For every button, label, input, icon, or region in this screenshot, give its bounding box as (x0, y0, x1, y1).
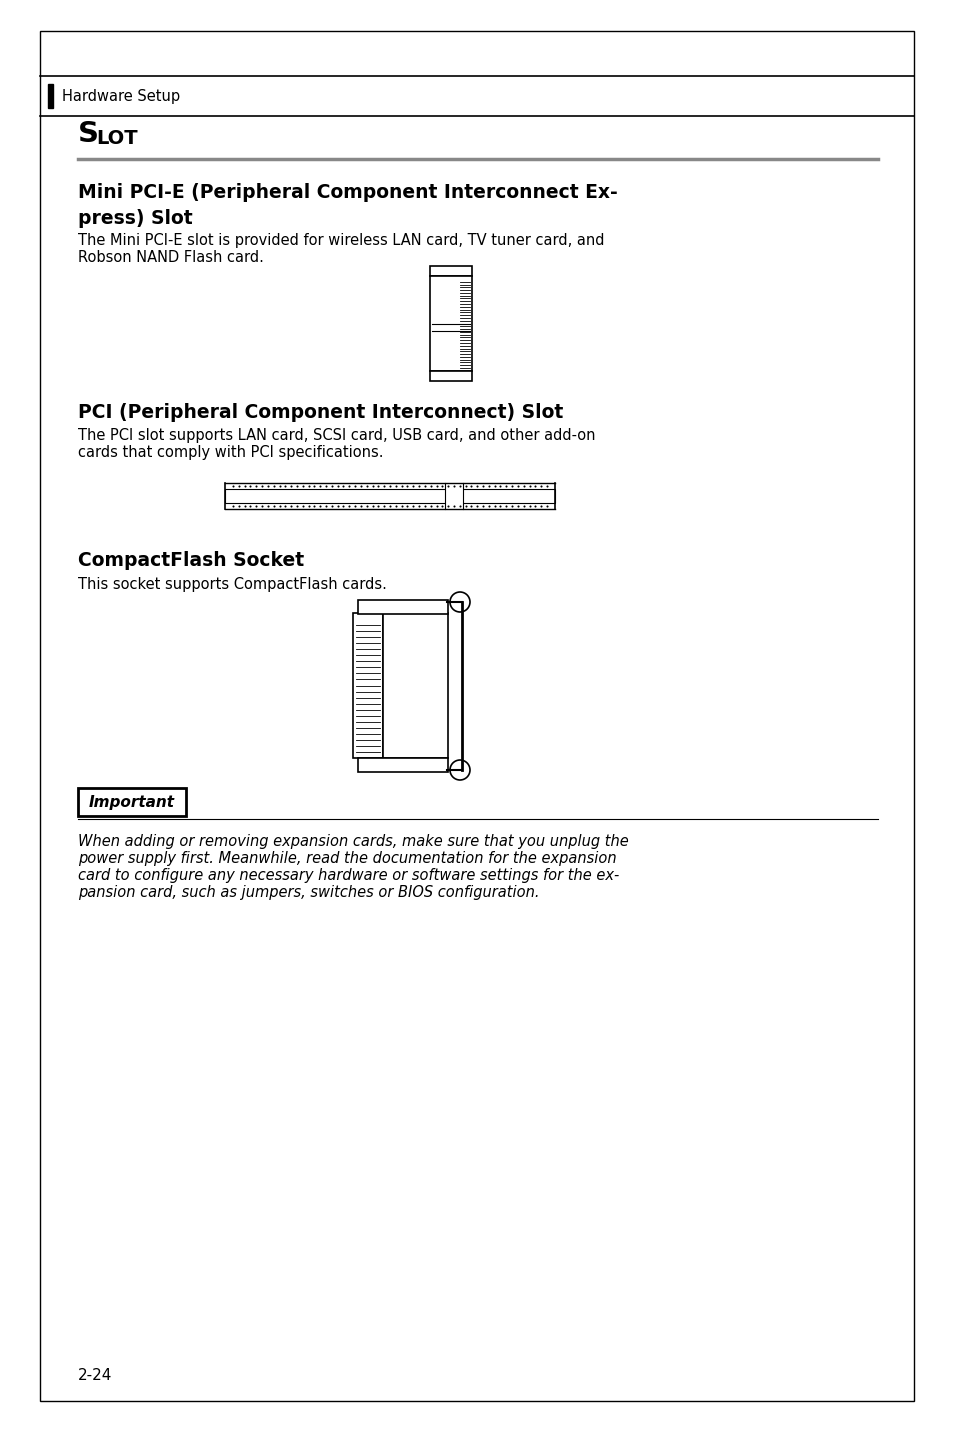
Bar (357, 600, 448, 614)
Bar (444, 481, 462, 511)
Text: LOT: LOT (96, 129, 137, 147)
Text: press) Slot: press) Slot (78, 209, 193, 228)
Text: cards that comply with PCI specifications.: cards that comply with PCI specification… (78, 445, 383, 459)
Text: card to configure any necessary hardware or software settings for the ex-: card to configure any necessary hardware… (78, 869, 618, 883)
Text: Hardware Setup: Hardware Setup (62, 89, 180, 103)
Bar (382, 612, 448, 758)
Bar (357, 758, 448, 771)
Text: When adding or removing expansion cards, make sure that you unplug the: When adding or removing expansion cards,… (78, 834, 628, 849)
Bar (430, 266, 472, 276)
Bar (430, 276, 472, 371)
Text: 2-24: 2-24 (78, 1368, 112, 1382)
Bar (353, 612, 382, 758)
Bar (444, 481, 462, 485)
Text: PCI (Peripheral Component Interconnect) Slot: PCI (Peripheral Component Interconnect) … (78, 404, 562, 422)
Text: The Mini PCI-E slot is provided for wireless LAN card, TV tuner card, and: The Mini PCI-E slot is provided for wire… (78, 233, 604, 248)
Text: S: S (78, 120, 99, 147)
Text: Robson NAND Flash card.: Robson NAND Flash card. (78, 250, 264, 265)
Bar (225, 489, 555, 504)
Text: CompactFlash Socket: CompactFlash Socket (78, 551, 304, 570)
Bar (444, 507, 462, 511)
Text: Mini PCI-E (Peripheral Component Interconnect Ex-: Mini PCI-E (Peripheral Component Interco… (78, 183, 618, 202)
Text: power supply first. Meanwhile, read the documentation for the expansion: power supply first. Meanwhile, read the … (78, 851, 616, 866)
Text: pansion card, such as jumpers, switches or BIOS configuration.: pansion card, such as jumpers, switches … (78, 884, 539, 900)
Text: Important: Important (89, 794, 174, 810)
Text: This socket supports CompactFlash cards.: This socket supports CompactFlash cards. (78, 577, 387, 592)
Bar (48, 84, 53, 107)
Bar (432, 323, 470, 331)
Bar (78, 788, 186, 816)
Bar (430, 371, 472, 381)
Text: The PCI slot supports LAN card, SCSI card, USB card, and other add-on: The PCI slot supports LAN card, SCSI car… (78, 428, 595, 444)
